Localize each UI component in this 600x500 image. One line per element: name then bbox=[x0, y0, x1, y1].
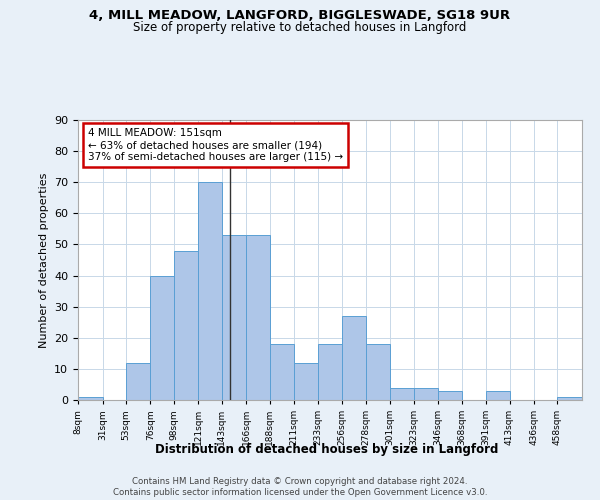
Text: 4, MILL MEADOW, LANGFORD, BIGGLESWADE, SG18 9UR: 4, MILL MEADOW, LANGFORD, BIGGLESWADE, S… bbox=[89, 9, 511, 22]
Text: Size of property relative to detached houses in Langford: Size of property relative to detached ho… bbox=[133, 21, 467, 34]
Bar bbox=[318, 344, 342, 400]
Text: Distribution of detached houses by size in Langford: Distribution of detached houses by size … bbox=[155, 442, 499, 456]
Bar bbox=[390, 388, 413, 400]
Bar bbox=[413, 388, 438, 400]
Bar bbox=[342, 316, 365, 400]
Bar bbox=[222, 235, 247, 400]
Bar bbox=[365, 344, 390, 400]
Bar bbox=[126, 362, 151, 400]
Bar bbox=[295, 362, 318, 400]
Bar bbox=[270, 344, 295, 400]
Bar bbox=[557, 397, 582, 400]
Text: 4 MILL MEADOW: 151sqm
← 63% of detached houses are smaller (194)
37% of semi-det: 4 MILL MEADOW: 151sqm ← 63% of detached … bbox=[88, 128, 343, 162]
Bar bbox=[247, 235, 270, 400]
Bar bbox=[486, 390, 509, 400]
Text: Contains HM Land Registry data © Crown copyright and database right 2024.
Contai: Contains HM Land Registry data © Crown c… bbox=[113, 478, 487, 497]
Bar bbox=[438, 390, 461, 400]
Bar bbox=[199, 182, 222, 400]
Y-axis label: Number of detached properties: Number of detached properties bbox=[38, 172, 49, 348]
Bar bbox=[151, 276, 174, 400]
Bar bbox=[174, 250, 199, 400]
Bar bbox=[78, 397, 103, 400]
